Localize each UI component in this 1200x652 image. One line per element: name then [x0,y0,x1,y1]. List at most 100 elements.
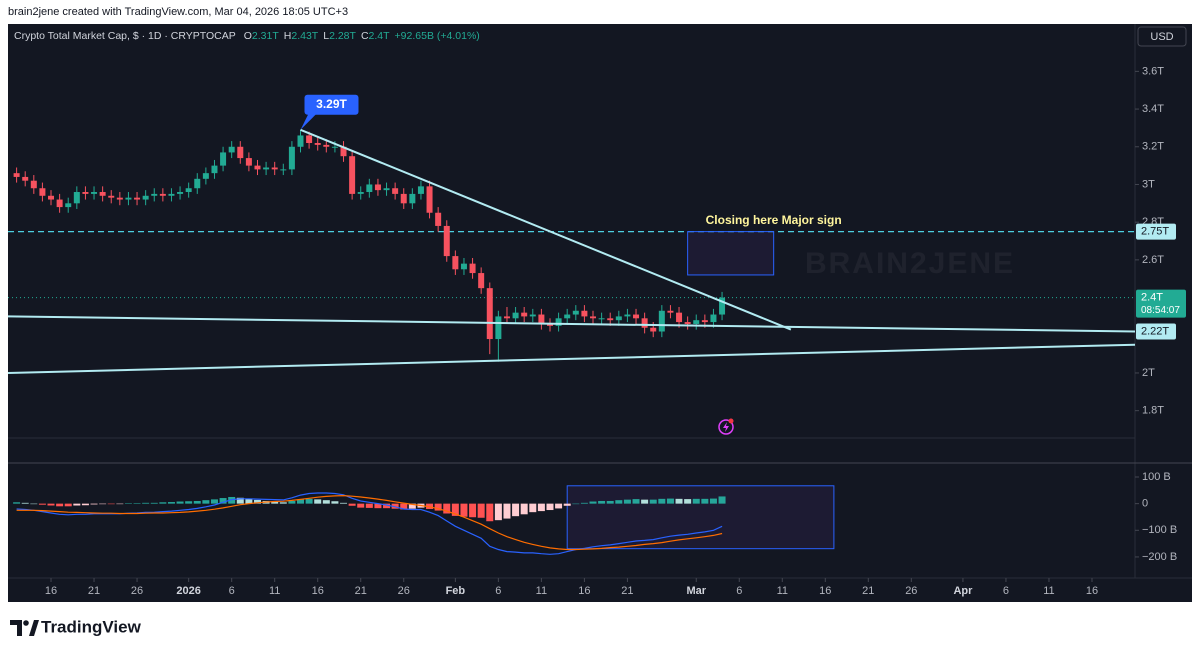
histogram-bar [658,498,666,504]
candle-body [323,144,330,147]
alert-circle[interactable] [718,419,734,435]
histogram-bar [21,502,29,504]
histogram-bar [124,503,132,504]
ohlc-value: 2.31T [252,30,279,42]
candle-body [134,197,141,200]
candle-body [667,310,674,313]
price-label: 2.75T [1141,226,1169,238]
candle-body [521,312,528,317]
candle-body [529,314,536,317]
histogram-bar [718,496,726,504]
histogram-bar [185,501,193,504]
candle-body [340,146,347,157]
peak-label-bg [304,94,359,115]
histogram-bar [202,500,210,504]
candle-body [478,273,485,289]
x-tick-label: 21 [355,585,367,597]
candle-body [331,146,338,148]
currency[interactable]: USD [1150,31,1173,43]
macd-y-tick-label: 100 B [1142,471,1171,483]
candle-body [624,314,631,317]
candle-body [607,318,614,321]
candle-body [684,322,691,324]
histogram-bar [322,500,330,504]
x-tick-label: 26 [131,585,143,597]
ohlc-label: H [284,30,292,42]
candle-body [30,180,37,189]
x-tick-label: 16 [45,585,57,597]
currency-button[interactable] [1137,26,1187,47]
candle-body [237,146,244,159]
candle-body [151,193,158,196]
candle-body [710,314,717,323]
histogram-bar [666,498,674,504]
histogram-bar [331,501,339,504]
candle-body [426,186,433,213]
candle-body [108,195,115,198]
x-tick-label: Feb [446,585,466,597]
alert-bolt[interactable] [723,422,729,432]
candle-body [357,192,364,194]
histogram-bar [56,503,64,507]
histogram-bar [271,501,279,504]
candle-body [177,192,184,194]
candle-body [564,314,571,319]
histogram-bar [348,503,356,506]
candle-body [202,173,209,179]
candle-body [650,327,657,332]
candle-body [409,193,416,204]
candle-body [254,165,261,170]
histogram-bar [159,502,167,504]
candle-body [383,188,390,191]
histogram-bar [503,503,511,519]
candle-body [288,146,295,170]
histogram-bar [529,503,537,513]
candle-body [435,212,442,226]
candle-body [159,193,166,196]
ohlc-value: 2.28T [329,30,356,42]
x-tick-label: Apr [953,585,973,597]
histogram-bar [477,503,485,518]
candle-body [443,225,450,257]
histogram-bar [641,499,649,504]
candle-body [598,318,605,320]
histogram-bar [210,499,218,504]
histogram-bar [537,503,545,512]
candle-body [658,310,665,332]
y-tick-label: 3.6T [1142,65,1164,77]
histogram-bar [383,503,391,509]
histogram-bar [340,502,348,504]
candle-body [297,135,304,147]
histogram-bar [555,503,563,509]
x-tick-label: 11 [536,585,547,597]
candle-body [615,316,622,321]
candle-body [228,146,235,153]
histogram-bar [13,502,21,504]
histogram-bar [709,498,717,504]
brand: TradingView [41,617,142,636]
candle-body [91,192,98,194]
x-tick-label: 21 [621,585,633,597]
alert-icon[interactable] [718,418,734,435]
histogram-bar [546,503,554,511]
chart-panel [8,24,1192,602]
candle-body [417,186,424,194]
legend: Crypto Total Market Cap, $ · 1D · CRYPTO… [14,30,480,42]
y-tick-label: 3.4T [1142,103,1164,115]
histogram-bar [486,503,494,522]
candle-body [572,310,579,315]
x-tick-label: 16 [312,585,324,597]
candle-body [719,297,726,315]
brand-logo [10,620,39,636]
histogram-bar [81,503,89,506]
histogram-bar [228,496,236,504]
histogram-bar [649,499,657,504]
candle-body [142,195,149,200]
candle-body [349,156,356,194]
candle-body [168,193,175,196]
histogram-bar [219,498,227,504]
alert-dot[interactable] [728,418,734,424]
y-tick-label: 3.2T [1142,141,1164,153]
price-label: 2.22T [1141,325,1169,337]
